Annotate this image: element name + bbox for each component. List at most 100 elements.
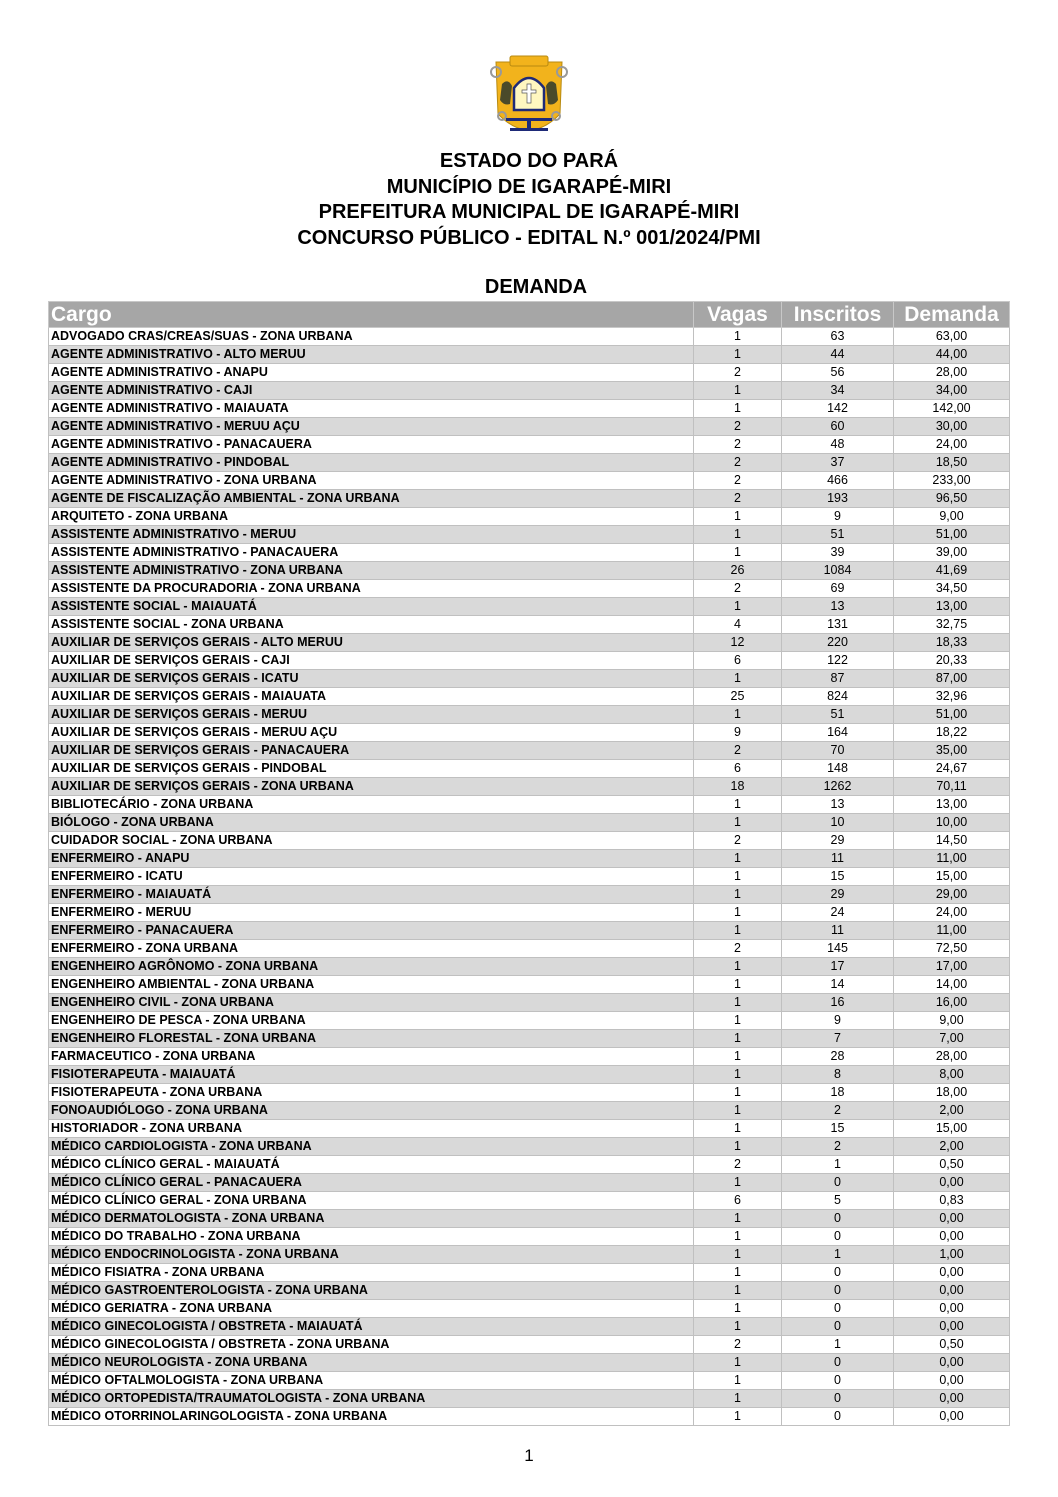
cell-demanda: 7,00 — [893, 1029, 1010, 1048]
cell-vagas: 1 — [693, 669, 782, 688]
cell-cargo: FARMACEUTICO - ZONA URBANA — [48, 1047, 694, 1066]
page-number: 1 — [524, 1446, 534, 1465]
cell-demanda: 32,96 — [893, 687, 1010, 706]
cell-cargo: ENFERMEIRO - ZONA URBANA — [48, 939, 694, 958]
table-row: ASSISTENTE ADMINISTRATIVO - ZONA URBANA 2… — [48, 561, 1010, 580]
cell-inscritos: 51 — [781, 705, 894, 724]
cell-vagas: 1 — [693, 705, 782, 724]
table-row: FISIOTERAPEUTA - MAIAUATÁ 1 8 8,00 — [48, 1065, 1010, 1084]
cell-demanda: 0,00 — [893, 1389, 1010, 1408]
cell-cargo: MÉDICO NEUROLOGISTA - ZONA URBANA — [48, 1353, 694, 1372]
cell-demanda: 20,33 — [893, 651, 1010, 670]
table-row: BIÓLOGO - ZONA URBANA 1 10 10,00 — [48, 813, 1010, 832]
cell-cargo: ARQUITETO - ZONA URBANA — [48, 507, 694, 526]
cell-cargo: MÉDICO DERMATOLOGISTA - ZONA URBANA — [48, 1209, 694, 1228]
table-row: MÉDICO GINECOLOGISTA / OBSTRETA - MAIAUA… — [48, 1317, 1010, 1336]
section-title: DEMANDA — [484, 276, 588, 298]
cell-vagas: 2 — [693, 363, 782, 382]
cell-cargo: ENGENHEIRO AMBIENTAL - ZONA URBANA — [48, 975, 694, 994]
table-row: ENFERMEIRO - MERUU 1 24 24,00 — [48, 903, 1010, 922]
cell-inscritos: 0 — [781, 1317, 894, 1336]
cell-vagas: 1 — [693, 525, 782, 544]
table-row: AUXILIAR DE SERVIÇOS GERAIS - ICATU 1 87 87… — [48, 669, 1010, 688]
cell-demanda: 41,69 — [893, 561, 1010, 580]
cell-demanda: 142,00 — [893, 399, 1010, 418]
cell-demanda: 70,11 — [893, 777, 1010, 796]
cell-vagas: 1 — [693, 849, 782, 868]
cell-inscritos: 0 — [781, 1281, 894, 1300]
cell-inscritos: 0 — [781, 1389, 894, 1408]
cell-cargo: AUXILIAR DE SERVIÇOS GERAIS - ALTO MERUU — [48, 633, 694, 652]
cell-demanda: 0,00 — [893, 1227, 1010, 1246]
cell-vagas: 1 — [693, 1281, 782, 1300]
cell-cargo: ENFERMEIRO - ICATU — [48, 867, 694, 886]
cell-inscritos: 70 — [781, 741, 894, 760]
cell-vagas: 1 — [693, 507, 782, 526]
table-row: ARQUITETO - ZONA URBANA 1 9 9,00 — [48, 507, 1010, 526]
table-row: AGENTE ADMINISTRATIVO - ALTO MERUU 1 44 44,… — [48, 345, 1010, 364]
cell-inscritos: 48 — [781, 435, 894, 454]
cell-cargo: AGENTE ADMINISTRATIVO - ANAPU — [48, 363, 694, 382]
column-header-demanda: Demanda — [893, 301, 1010, 328]
cell-demanda: 0,50 — [893, 1335, 1010, 1354]
cell-inscritos: 11 — [781, 849, 894, 868]
cell-cargo: AGENTE ADMINISTRATIVO - PANACAUERA — [48, 435, 694, 454]
table-row: BIBLIOTECÁRIO - ZONA URBANA 1 13 13,00 — [48, 795, 1010, 814]
cell-inscritos: 24 — [781, 903, 894, 922]
cell-cargo: ENGENHEIRO FLORESTAL - ZONA URBANA — [48, 1029, 694, 1048]
cell-vagas: 9 — [693, 723, 782, 742]
cell-vagas: 6 — [693, 651, 782, 670]
table-row: ENFERMEIRO - PANACAUERA 1 11 11,00 — [48, 921, 1010, 940]
cell-cargo: AUXILIAR DE SERVIÇOS GERAIS - ICATU — [48, 669, 694, 688]
cell-inscritos: 1 — [781, 1335, 894, 1354]
table-row: MÉDICO GINECOLOGISTA / OBSTRETA - ZONA U… — [48, 1335, 1010, 1354]
cell-vagas: 1 — [693, 975, 782, 994]
cell-demanda: 51,00 — [893, 525, 1010, 544]
column-header-cargo: Cargo — [48, 301, 694, 328]
cell-inscritos: 28 — [781, 1047, 894, 1066]
cell-inscritos: 51 — [781, 525, 894, 544]
cell-demanda: 63,00 — [893, 327, 1010, 346]
cell-inscritos: 220 — [781, 633, 894, 652]
cell-demanda: 0,50 — [893, 1155, 1010, 1174]
cell-inscritos: 0 — [781, 1299, 894, 1318]
table-row: ASSISTENTE DA PROCURADORIA - ZONA URBANA… — [48, 579, 1010, 598]
table-row: ENFERMEIRO - MAIAUATÁ 1 29 29,00 — [48, 885, 1010, 904]
table-row: MÉDICO ORTOPEDISTA/TRAUMATOLOGISTA - ZON… — [48, 1389, 1010, 1408]
cell-cargo: MÉDICO CARDIOLOGISTA - ZONA URBANA — [48, 1137, 694, 1156]
table-row: FISIOTERAPEUTA - ZONA URBANA 1 18 18,00 — [48, 1083, 1010, 1102]
cell-inscritos: 7 — [781, 1029, 894, 1048]
table-row: AUXILIAR DE SERVIÇOS GERAIS - CAJI 6 122 20… — [48, 651, 1010, 670]
cell-cargo: MÉDICO CLÍNICO GERAL - ZONA URBANA — [48, 1191, 694, 1210]
cell-vagas: 1 — [693, 813, 782, 832]
cell-cargo: BIÓLOGO - ZONA URBANA — [48, 813, 694, 832]
table-row: AGENTE ADMINISTRATIVO - MERUU AÇU 2 60 30,0… — [48, 417, 1010, 436]
table-row: MÉDICO GERIATRA - ZONA URBANA 1 0 0,00 — [48, 1299, 1010, 1318]
cell-vagas: 1 — [693, 1119, 782, 1138]
table-row: AUXILIAR DE SERVIÇOS GERAIS - ALTO MERUU… — [48, 633, 1010, 652]
cell-demanda: 24,00 — [893, 435, 1010, 454]
cell-inscritos: 1262 — [781, 777, 894, 796]
cell-cargo: AGENTE ADMINISTRATIVO - ZONA URBANA — [48, 471, 694, 490]
cell-inscritos: 142 — [781, 399, 894, 418]
cell-inscritos: 44 — [781, 345, 894, 364]
cell-cargo: ASSISTENTE DA PROCURADORIA - ZONA URBANA — [48, 579, 694, 598]
cell-inscritos: 164 — [781, 723, 894, 742]
table-row: AUXILIAR DE SERVIÇOS GERAIS - PANACAUERA… — [48, 741, 1010, 760]
coat-of-arms-logo — [490, 55, 568, 131]
table-row: ENGENHEIRO CIVIL - ZONA URBANA 1 16 16,00 — [48, 993, 1010, 1012]
cell-vagas: 18 — [693, 777, 782, 796]
cell-cargo: AGENTE ADMINISTRATIVO - MERUU AÇU — [48, 417, 694, 436]
cell-vagas: 1 — [693, 1245, 782, 1264]
cell-vagas: 2 — [693, 471, 782, 490]
cell-cargo: AUXILIAR DE SERVIÇOS GERAIS - MAIAUATA — [48, 687, 694, 706]
cell-inscritos: 145 — [781, 939, 894, 958]
table-header-row: Cargo Vagas Inscritos Demanda — [48, 301, 1010, 328]
cell-demanda: 72,50 — [893, 939, 1010, 958]
cell-inscritos: 0 — [781, 1209, 894, 1228]
cell-inscritos: 16 — [781, 993, 894, 1012]
table-row: ENFERMEIRO - ICATU 1 15 15,00 — [48, 867, 1010, 886]
cell-inscritos: 56 — [781, 363, 894, 382]
cell-cargo: AUXILIAR DE SERVIÇOS GERAIS - ZONA URBAN… — [48, 777, 694, 796]
table-row: AUXILIAR DE SERVIÇOS GERAIS - MERUU 1 51 51… — [48, 705, 1010, 724]
